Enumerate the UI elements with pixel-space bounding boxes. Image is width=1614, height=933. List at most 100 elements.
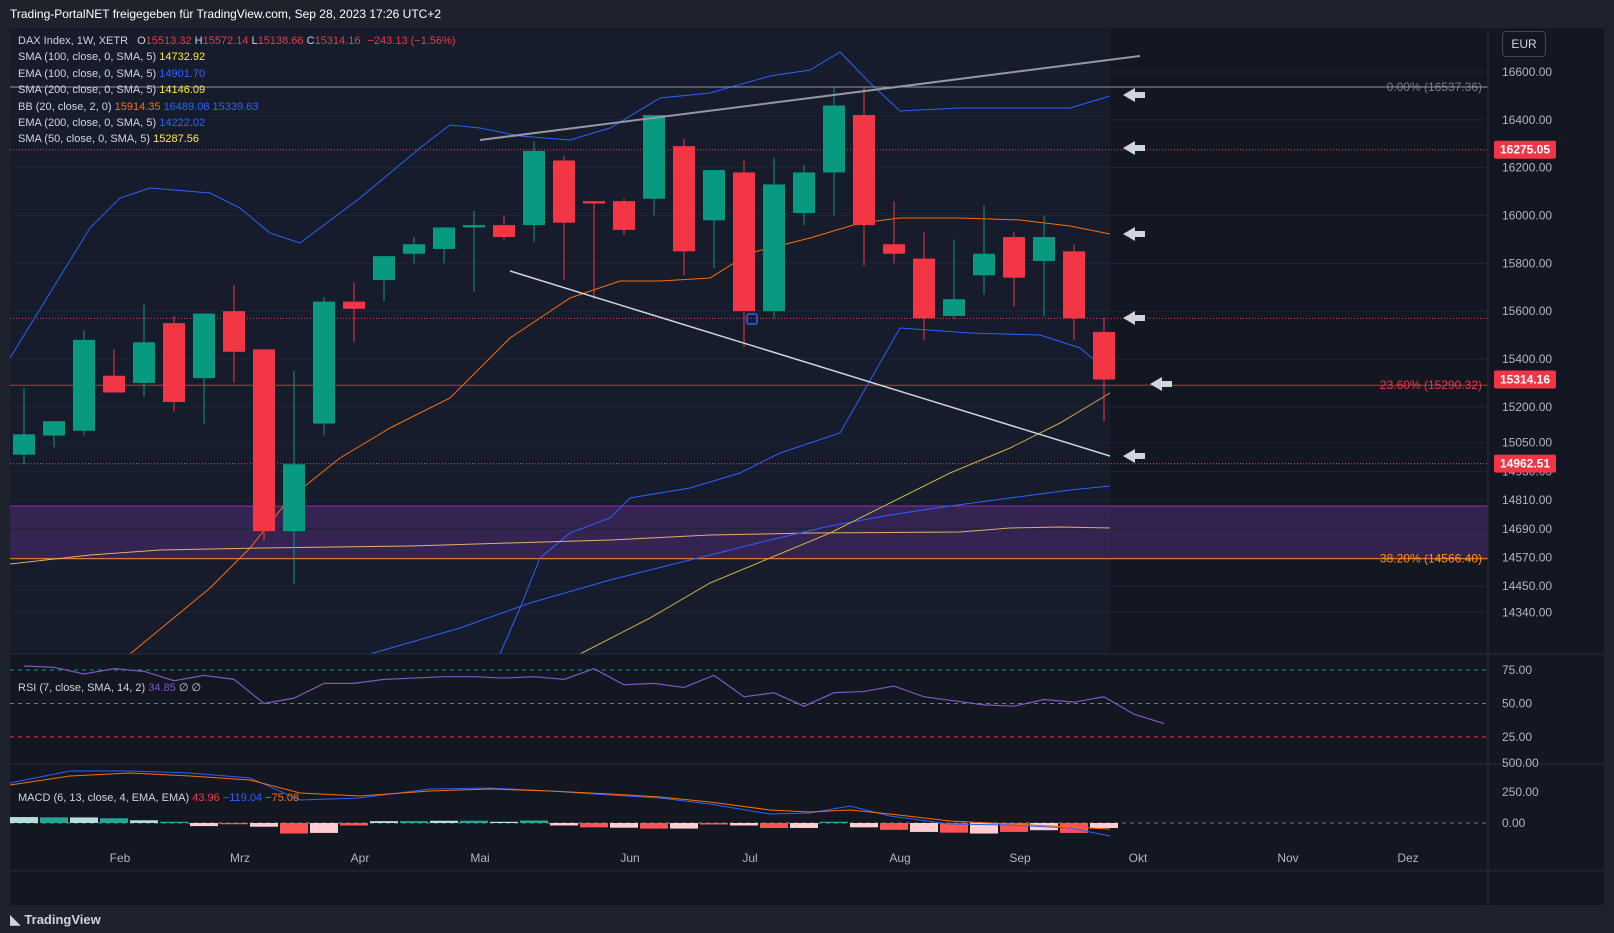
- left-arrow-icon: [1123, 88, 1145, 102]
- price-tick-label: 15600.00: [1502, 304, 1552, 318]
- high-value: 15572.14: [202, 35, 249, 47]
- tradingview-brand: TradingView: [24, 912, 101, 927]
- macd-hist-bar: [1090, 823, 1118, 828]
- candle: [343, 282, 365, 343]
- high-label: H: [194, 35, 203, 47]
- macd-legend[interactable]: MACD (6, 13, close, 4, EMA, EMA) 43.96 −…: [18, 792, 299, 804]
- currency-button[interactable]: EUR: [1502, 31, 1546, 57]
- rsi-line: [23, 665, 1165, 725]
- rsi-legend[interactable]: RSI (7, close, SMA, 14, 2) 34.85 ∅ ∅: [18, 681, 201, 694]
- indicator-label: SMA (100, close, 0, SMA, 5): [18, 51, 157, 64]
- candle: [643, 115, 665, 216]
- time-tick-label: Dez: [1397, 851, 1418, 865]
- time-tick-label: Okt: [1129, 851, 1148, 865]
- macd-hist-bar: [130, 820, 158, 823]
- support-zone: [10, 506, 1488, 559]
- candle: [673, 138, 695, 276]
- macd-hist-bar: [70, 817, 98, 823]
- indicator-value: 14222.02: [159, 117, 206, 130]
- indicator-row-bb[interactable]: BB (20, close, 2, 0) 15914.35 16489.08 1…: [18, 99, 456, 115]
- candle-body: [373, 256, 395, 281]
- macd-hist-bar: [520, 820, 548, 823]
- chart-canvas[interactable]: 0.00% (16537.36)23.60% (15290.32)38.20% …: [9, 28, 1604, 905]
- indicator-row-sma50[interactable]: SMA (50, close, 0, SMA, 5) 15287.56: [18, 131, 456, 147]
- price-tick-label: 15400.00: [1502, 352, 1552, 366]
- indicator-row-sma100[interactable]: SMA (100, close, 0, SMA, 5) 14732.92: [18, 49, 456, 65]
- indicator-row-sma200[interactable]: SMA (200, close, 0, SMA, 5) 14146.09: [18, 82, 456, 98]
- indicator-value: 15287.56: [153, 133, 200, 146]
- indicator-label: SMA (200, close, 0, SMA, 5): [18, 84, 157, 97]
- time-tick-label: Feb: [110, 851, 131, 865]
- candle: [223, 284, 245, 383]
- indicator-label: EMA (100, close, 0, SMA, 5): [18, 67, 157, 80]
- candle-body: [313, 301, 335, 424]
- price-tick-label: 15200.00: [1502, 400, 1552, 414]
- candle-body: [283, 464, 305, 532]
- candle: [493, 215, 515, 240]
- candle-body: [433, 227, 455, 249]
- macd-hist-bar: [580, 823, 608, 828]
- fib-label: 23.60% (15290.32): [1380, 378, 1482, 392]
- time-tick-label: Apr: [351, 851, 370, 865]
- price-tick-label: 14810.00: [1502, 493, 1552, 507]
- candle: [583, 201, 605, 300]
- indicator-value: 16489.08: [163, 100, 210, 113]
- candle: [913, 232, 935, 340]
- time-tick-label: Jun: [620, 851, 639, 865]
- change-value: −243.13 (−1.56%): [367, 35, 456, 47]
- candle: [13, 387, 35, 465]
- candle: [403, 237, 425, 264]
- price-label-badge: [1494, 140, 1556, 159]
- candle-body: [73, 339, 95, 431]
- chart-area[interactable]: 0.00% (16537.36) 23.60% (15290.32) 38.20% …: [9, 28, 1604, 905]
- indicator-label: BB (20, close, 2, 0): [18, 100, 112, 113]
- macd-hist-bar: [280, 823, 308, 834]
- macd-hist-bar: [1060, 823, 1088, 833]
- macd-hist-bar: [880, 823, 908, 830]
- share-header: Trading-PortalNET freigegeben für Tradin…: [0, 0, 1614, 28]
- candle-body: [1003, 237, 1025, 278]
- candle-body: [733, 172, 755, 312]
- macd-hist-bar: [490, 821, 518, 823]
- symbol-legend-row: DAX Index, 1W, XETR O15513.32 H15572.14 …: [18, 33, 456, 49]
- indicator-label: SMA (50, close, 0, SMA, 5): [18, 133, 151, 146]
- candle-body: [403, 244, 425, 254]
- indicator-row-ema100[interactable]: EMA (100, close, 0, SMA, 5) 14901.70: [18, 66, 456, 82]
- close-value: 15314.16: [314, 35, 361, 47]
- macd-hist-bar: [250, 823, 278, 827]
- candle: [103, 349, 125, 393]
- indicator-row-ema200[interactable]: EMA (200, close, 0, SMA, 5) 14222.02: [18, 115, 456, 131]
- candle-body: [163, 323, 185, 403]
- candle-body: [463, 225, 485, 228]
- indicator-label: EMA (200, close, 0, SMA, 5): [18, 117, 157, 130]
- macd-tick-label: 500.00: [1502, 756, 1539, 770]
- resistance-trendline: [479, 55, 1141, 141]
- indicator-value: 15339.63: [212, 100, 259, 113]
- sma50-line: [579, 392, 1111, 655]
- fib-label: 38.20% (14566.40): [1380, 551, 1482, 565]
- open-label: O: [137, 35, 146, 47]
- macd-hist-bar: [190, 823, 218, 827]
- macd-hist-bar: [10, 817, 38, 823]
- price-tick-label: 15800.00: [1502, 256, 1552, 270]
- candle: [733, 160, 755, 348]
- symbol-label[interactable]: DAX Index, 1W, XETR: [18, 35, 129, 47]
- price-label-text: 14962.51: [1500, 457, 1550, 471]
- candle-body: [673, 146, 695, 252]
- macd-hist-bar: [760, 823, 788, 828]
- macd-hist-bar: [820, 821, 848, 823]
- macd-label: MACD (6, 13, close, 4, EMA, EMA): [18, 792, 190, 804]
- time-tick-label: Sep: [1009, 851, 1031, 865]
- candle-body: [343, 301, 365, 309]
- macd-tick-label: 250.00: [1502, 785, 1539, 799]
- candle-body: [823, 105, 845, 173]
- macd-hist-bar: [460, 820, 488, 823]
- open-value: 15513.32: [145, 35, 192, 47]
- candle: [883, 201, 905, 264]
- macd-hist-bar: [400, 821, 428, 823]
- tradingview-logo[interactable]: ◣ TradingView: [10, 911, 101, 928]
- sma100-line: [9, 526, 1111, 565]
- price-tick-label: 15050.00: [1502, 436, 1552, 450]
- candle-body: [1063, 251, 1085, 319]
- price-label-badge: [1494, 370, 1556, 389]
